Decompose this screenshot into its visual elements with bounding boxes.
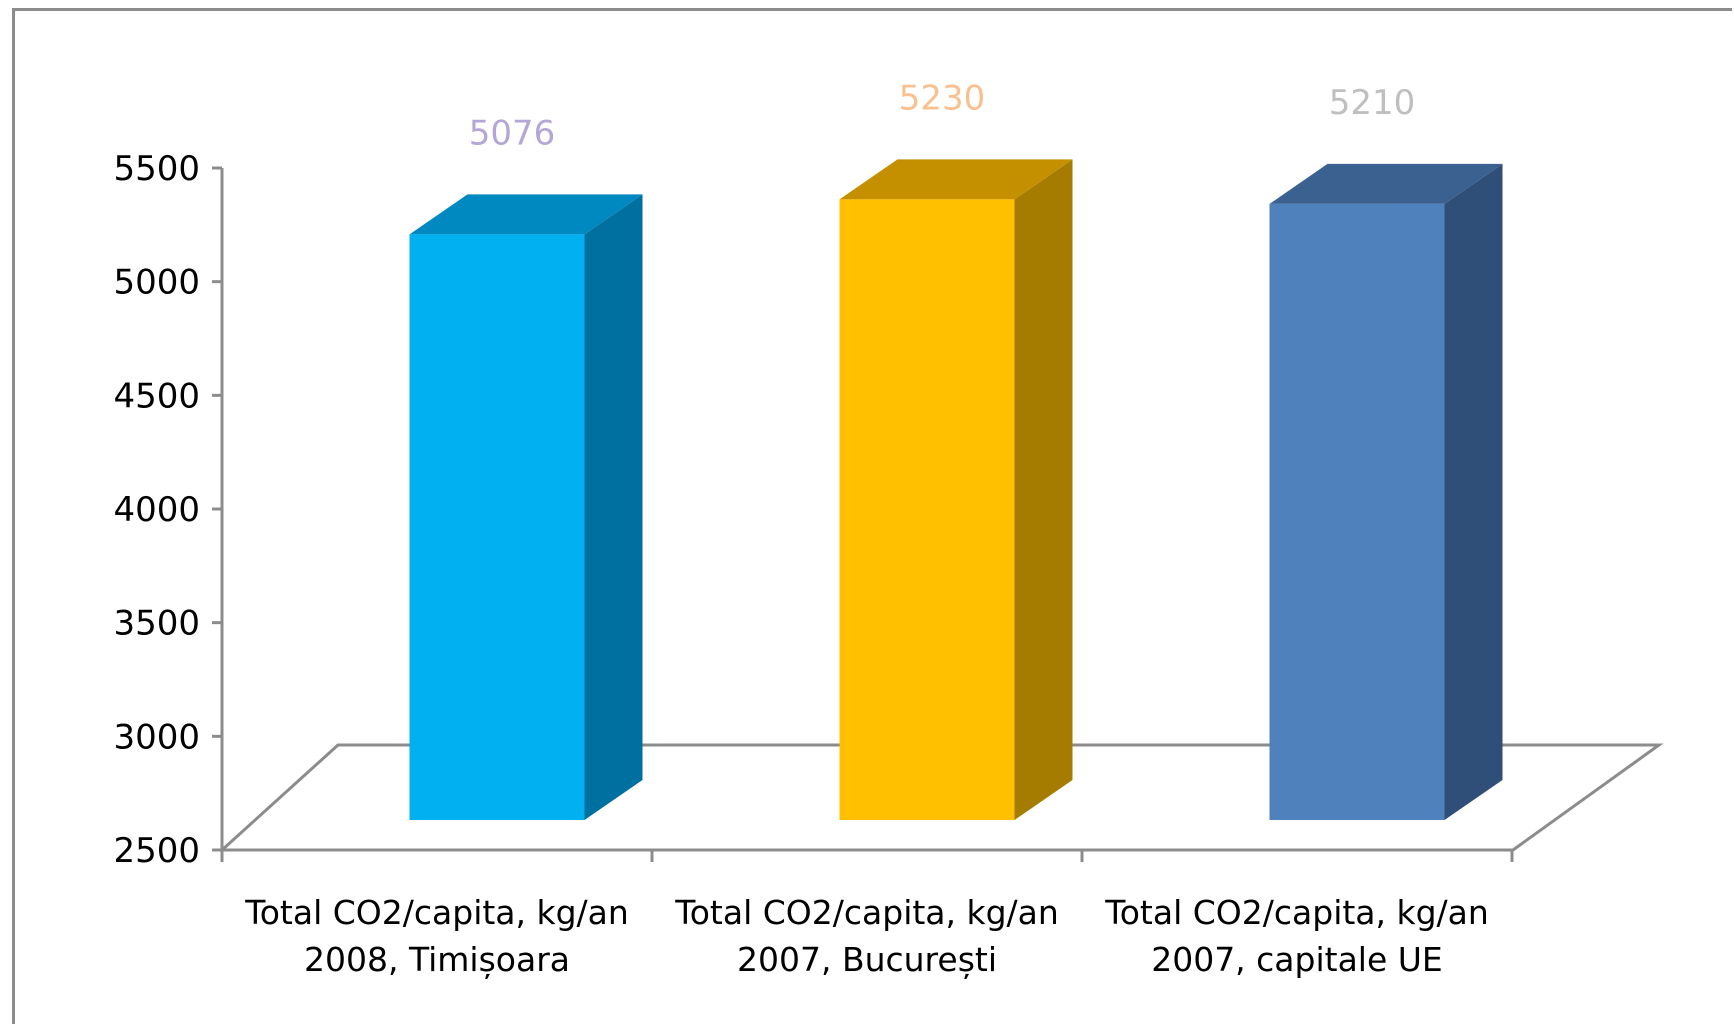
y-tick-label: 3500: [113, 604, 200, 644]
category-label: Total CO2/capita, kg/an: [244, 893, 629, 932]
y-tick-label: 5000: [113, 263, 200, 303]
chart-labels: 5076 Total CO2/capita, kg/an 2008, Timișoa…: [244, 78, 1489, 979]
bar-1: [409, 194, 643, 820]
bar-3: [1269, 163, 1503, 821]
bar-top-face: [1269, 163, 1503, 204]
bar-front-face: [839, 199, 1015, 820]
chart-frame: [12, 8, 1732, 1024]
bar-front-face: [409, 234, 585, 820]
category-label: Total CO2/capita, kg/an: [1104, 893, 1489, 932]
y-tick-label: 4000: [113, 490, 200, 530]
y-tick-label: 4500: [113, 376, 200, 416]
bar-front-face: [1269, 203, 1445, 821]
category-label: Total CO2/capita, kg/an: [674, 893, 1059, 932]
y-tick-label: 3000: [113, 717, 200, 757]
y-tick-label: 5500: [113, 149, 200, 189]
chart-axes: 2500 3000 3500 4000 4500 5000 5500: [113, 149, 1514, 871]
y-tick-label: 2500: [113, 831, 200, 871]
data-label: 5230: [899, 78, 986, 118]
bar-top-face: [839, 159, 1073, 200]
bar-side-face: [1444, 163, 1503, 821]
bar-top-face: [409, 194, 643, 235]
category-label: 2008, Timișoara: [304, 940, 570, 979]
bar-side-face: [584, 194, 643, 820]
bar-side-face: [1014, 159, 1073, 820]
chart-bars: [409, 159, 1503, 821]
category-label: 2007, București: [737, 940, 997, 979]
data-label: 5210: [1329, 83, 1416, 123]
bar-2: [839, 159, 1073, 820]
data-label: 5076: [469, 113, 556, 153]
category-label: 2007, capitale UE: [1151, 940, 1443, 979]
